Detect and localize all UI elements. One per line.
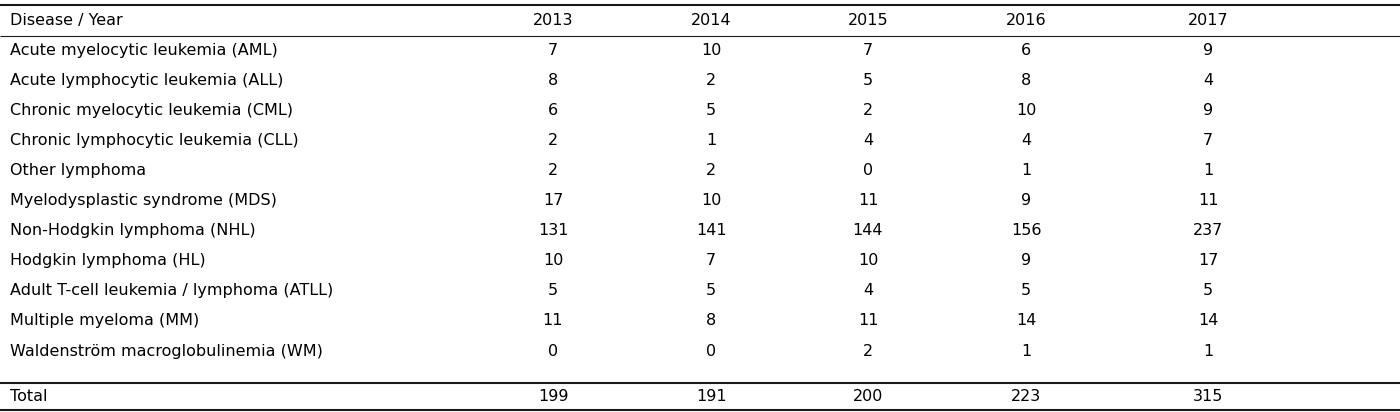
Text: 11: 11: [1198, 193, 1218, 208]
Text: 7: 7: [706, 253, 717, 268]
Text: 237: 237: [1193, 223, 1224, 238]
Text: Disease / Year: Disease / Year: [10, 13, 123, 28]
Text: 223: 223: [1011, 389, 1042, 404]
Text: 5: 5: [1021, 283, 1032, 298]
Text: 17: 17: [1198, 253, 1218, 268]
Text: 8: 8: [706, 314, 717, 328]
Text: 10: 10: [701, 43, 721, 58]
Text: 2015: 2015: [847, 13, 889, 28]
Text: 1: 1: [1203, 344, 1214, 358]
Text: Acute lymphocytic leukemia (ALL): Acute lymphocytic leukemia (ALL): [10, 73, 283, 88]
Text: 2013: 2013: [533, 13, 573, 28]
Text: 156: 156: [1011, 223, 1042, 238]
Text: 9: 9: [1203, 43, 1214, 58]
Text: 191: 191: [696, 389, 727, 404]
Text: 0: 0: [547, 344, 559, 358]
Text: 9: 9: [1021, 253, 1032, 268]
Text: 14: 14: [1198, 314, 1218, 328]
Text: 1: 1: [1021, 163, 1032, 178]
Text: 5: 5: [862, 73, 874, 88]
Text: 5: 5: [1203, 283, 1214, 298]
Text: 17: 17: [543, 193, 563, 208]
Text: 1: 1: [1203, 163, 1214, 178]
Text: Adult T-cell leukemia / lymphoma (ATLL): Adult T-cell leukemia / lymphoma (ATLL): [10, 283, 333, 298]
Text: 2: 2: [706, 163, 717, 178]
Text: 11: 11: [543, 314, 563, 328]
Text: 1: 1: [706, 133, 717, 148]
Text: 1: 1: [1021, 344, 1032, 358]
Text: 5: 5: [547, 283, 559, 298]
Text: 8: 8: [1021, 73, 1032, 88]
Text: 10: 10: [701, 193, 721, 208]
Text: 2014: 2014: [690, 13, 732, 28]
Text: Multiple myeloma (MM): Multiple myeloma (MM): [10, 314, 199, 328]
Text: 2017: 2017: [1187, 13, 1229, 28]
Text: 0: 0: [862, 163, 874, 178]
Text: 4: 4: [1021, 133, 1032, 148]
Text: Total: Total: [10, 389, 48, 404]
Text: 2016: 2016: [1005, 13, 1047, 28]
Text: 2: 2: [862, 344, 874, 358]
Text: Chronic lymphocytic leukemia (CLL): Chronic lymphocytic leukemia (CLL): [10, 133, 298, 148]
Text: Non-Hodgkin lymphoma (NHL): Non-Hodgkin lymphoma (NHL): [10, 223, 255, 238]
Text: 10: 10: [858, 253, 878, 268]
Text: 141: 141: [696, 223, 727, 238]
Text: 5: 5: [706, 283, 717, 298]
Text: 14: 14: [1016, 314, 1036, 328]
Text: 4: 4: [1203, 73, 1214, 88]
Text: Other lymphoma: Other lymphoma: [10, 163, 146, 178]
Text: 10: 10: [1016, 103, 1036, 118]
Text: 7: 7: [862, 43, 874, 58]
Text: 9: 9: [1021, 193, 1032, 208]
Text: 6: 6: [1021, 43, 1032, 58]
Text: 315: 315: [1193, 389, 1224, 404]
Text: 2: 2: [547, 163, 559, 178]
Text: 144: 144: [853, 223, 883, 238]
Text: 2: 2: [547, 133, 559, 148]
Text: 199: 199: [538, 389, 568, 404]
Text: 9: 9: [1203, 103, 1214, 118]
Text: 4: 4: [862, 283, 874, 298]
Text: 5: 5: [706, 103, 717, 118]
Text: 4: 4: [862, 133, 874, 148]
Text: 0: 0: [706, 344, 717, 358]
Text: Acute myelocytic leukemia (AML): Acute myelocytic leukemia (AML): [10, 43, 277, 58]
Text: 2: 2: [706, 73, 717, 88]
Text: Hodgkin lymphoma (HL): Hodgkin lymphoma (HL): [10, 253, 206, 268]
Text: Myelodysplastic syndrome (MDS): Myelodysplastic syndrome (MDS): [10, 193, 277, 208]
Text: 10: 10: [543, 253, 563, 268]
Text: 8: 8: [547, 73, 559, 88]
Text: 7: 7: [547, 43, 559, 58]
Text: 131: 131: [538, 223, 568, 238]
Text: Chronic myelocytic leukemia (CML): Chronic myelocytic leukemia (CML): [10, 103, 293, 118]
Text: 200: 200: [853, 389, 883, 404]
Text: 6: 6: [547, 103, 559, 118]
Text: 11: 11: [858, 314, 878, 328]
Text: 7: 7: [1203, 133, 1214, 148]
Text: Waldenström macroglobulinemia (WM): Waldenström macroglobulinemia (WM): [10, 344, 322, 358]
Text: 11: 11: [858, 193, 878, 208]
Text: 2: 2: [862, 103, 874, 118]
